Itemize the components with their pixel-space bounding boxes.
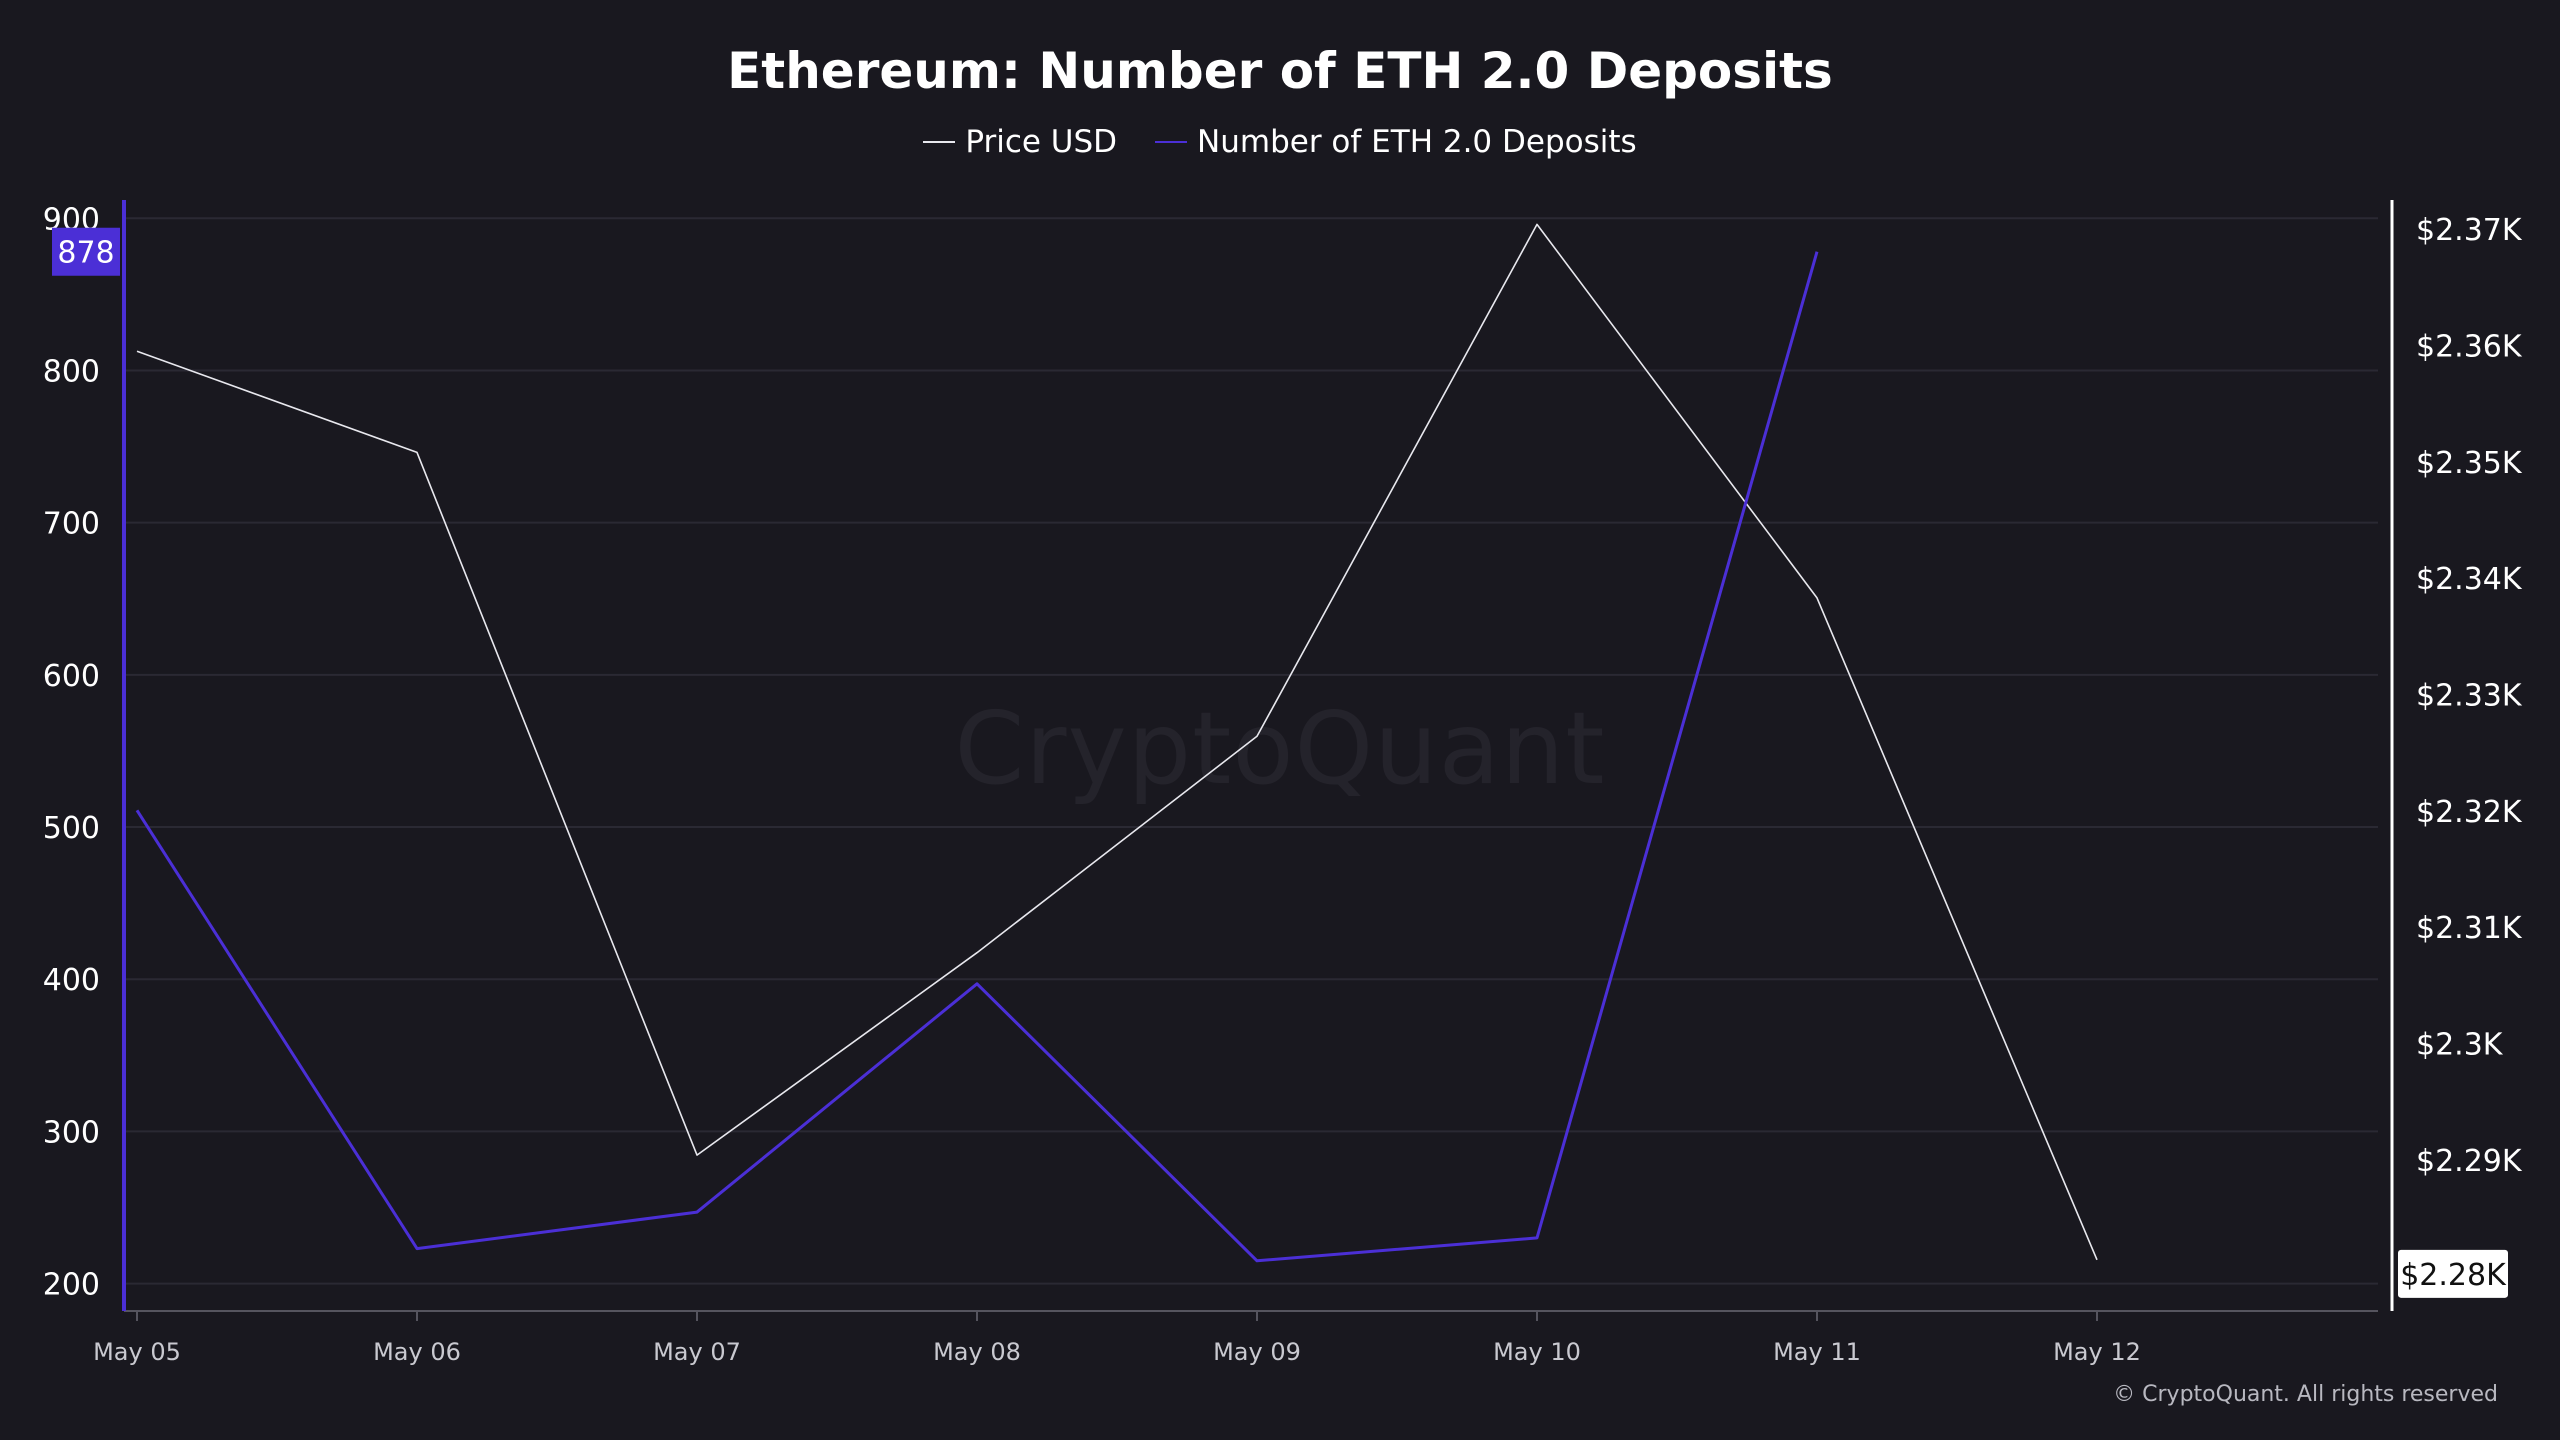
x-tick-label: May 10 [1493,1338,1581,1366]
right-tick-label: $2.33K [2416,678,2523,713]
x-tick-label: May 09 [1213,1338,1301,1366]
right-tick-label: $2.31K [2416,911,2523,946]
deposits-last-value-badge [52,227,120,276]
x-tick-label: May 12 [2053,1338,2141,1366]
price-last-value-badge [2398,1249,2508,1298]
legend-swatch-price [923,141,956,143]
right-tick-label: $2.32K [2416,795,2523,830]
left-tick-label: 800 [43,354,100,389]
legend-label-price: Price USD [965,124,1118,160]
right-tick-label: $2.35K [2416,446,2523,481]
copyright-text: © CryptoQuant. All rights reserved [2113,1382,2498,1407]
right-tick-label: $2.3K [2416,1027,2504,1062]
price-usd-line[interactable] [136,223,2098,1261]
eth-deposits-line[interactable] [135,251,1819,1263]
left-tick-label: 500 [43,811,100,846]
right-tick-label: $2.36K [2416,329,2523,364]
legend-swatch-deposits [1155,141,1188,143]
left-tick-label: 700 [43,507,100,542]
x-tick-label: May 07 [653,1338,741,1366]
deposits-last-value-label: 878 [57,236,114,271]
right-tick-label: $2.37K [2416,213,2523,248]
price-last-value-label: $2.28K [2400,1258,2507,1293]
right-tick-label: $2.34K [2416,562,2523,597]
x-tick-label: May 08 [933,1338,1021,1366]
x-tick-label: May 11 [1773,1338,1861,1366]
chart-title: Ethereum: Number of ETH 2.0 Deposits [727,42,1833,100]
left-tick-label: 400 [43,963,100,998]
x-tick-label: May 06 [373,1338,461,1366]
legend-label-deposits: Number of ETH 2.0 Deposits [1197,124,1637,160]
chart-legend: Price USD Number of ETH 2.0 Deposits [0,124,2560,160]
left-tick-label: 300 [43,1115,100,1150]
legend-item-deposits[interactable]: Number of ETH 2.0 Deposits [1155,124,1637,160]
x-tick-label: May 05 [93,1338,181,1366]
legend-item-price[interactable]: Price USD [923,124,1117,160]
left-tick-label: 200 [43,1268,100,1303]
right-tick-label: $2.29K [2416,1144,2523,1179]
left-tick-label: 600 [43,659,100,694]
watermark: CryptoQuant [954,690,1606,807]
